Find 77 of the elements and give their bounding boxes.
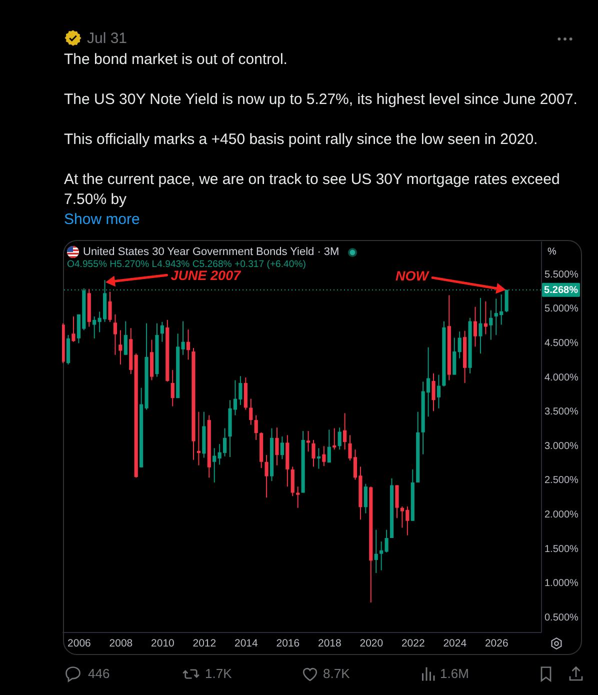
candlestick <box>160 321 164 342</box>
candlestick <box>327 429 331 464</box>
y-tick-label: 5.500% <box>544 269 579 280</box>
candlestick <box>458 331 462 359</box>
x-tick-label: 2016 <box>276 638 300 650</box>
x-tick-label: 2018 <box>318 638 342 650</box>
candlestick <box>316 448 321 470</box>
candlestick <box>380 540 384 571</box>
candlestick <box>264 454 268 498</box>
candlestick <box>395 484 399 519</box>
candlestick <box>478 297 482 354</box>
x-tick-label: 2020 <box>360 638 384 650</box>
candlestick <box>322 446 326 466</box>
candlestick <box>280 436 284 460</box>
y-tick-label: 2.500% <box>544 475 579 486</box>
chart-title: United States 30 Year Government Bonds Yield · 3M <box>83 246 340 258</box>
candlestick <box>275 427 279 466</box>
candlestick <box>196 411 201 466</box>
candlestick <box>452 337 456 376</box>
text: This officially marks a +450 basis point rally since the low seen in 2020. <box>64 130 539 150</box>
text: Show more <box>64 210 141 230</box>
candlestick <box>312 439 316 468</box>
y-tick-label: 3.500% <box>544 406 579 418</box>
text: The bond market is out of control. <box>64 50 288 70</box>
y-tick-label: 3.000% <box>544 440 579 452</box>
candlestick <box>436 374 441 409</box>
candlestick <box>170 369 174 407</box>
candlestick <box>296 486 300 508</box>
candlestick <box>181 320 185 356</box>
text: At the current pace, we are on track to see US 30Y mortgage rates exceed 7.50% by <box>64 170 561 210</box>
text: O4.955% H5.270% L4.943% C5.268% +0.317 (+6.40%) <box>67 259 306 270</box>
y-tick-label: 1.500% <box>544 544 579 555</box>
candlestick <box>124 320 128 356</box>
text: 446 <box>88 666 110 681</box>
text: The US 30Y Note Yield is now up to 5.27%, its highest level since June 2007. <box>64 90 578 110</box>
candlestick <box>290 466 294 497</box>
y-tick-label: 2.000% <box>544 510 579 521</box>
text: 1.6M <box>440 666 469 681</box>
y-tick-label: 0.500% <box>544 612 579 624</box>
y-tick-label: 4.500% <box>544 338 579 350</box>
annotation: JUNE 2007 <box>170 268 242 284</box>
x-tick-label: 2012 <box>192 638 216 650</box>
text: 1.7K <box>205 666 232 681</box>
y-tick-label: 1.000% <box>544 578 579 590</box>
candlestick <box>113 314 118 356</box>
x-tick-label: 2022 <box>401 638 425 650</box>
y-tick-label: 5.000% <box>544 304 579 315</box>
candlestick <box>72 316 76 342</box>
candlestick <box>489 310 493 340</box>
candlestick <box>108 291 112 322</box>
candlestick <box>374 529 378 574</box>
y-axis-title: % <box>548 246 556 258</box>
candlestick <box>254 414 258 440</box>
candlestick <box>364 483 368 514</box>
candlestick <box>92 316 96 339</box>
candlestick <box>473 306 478 348</box>
candlestick <box>338 427 342 450</box>
candlestick <box>343 412 347 450</box>
x-tick-label: 2006 <box>68 638 92 650</box>
candlestick <box>118 330 122 365</box>
candlestick <box>249 398 253 426</box>
candlestick <box>432 372 436 412</box>
candlestick <box>212 448 216 483</box>
annotation: NOW <box>396 268 430 284</box>
ref-line-label: 5.268% <box>544 284 578 296</box>
x-tick-label: 2024 <box>443 638 467 650</box>
x-tick-label: 2008 <box>109 638 133 650</box>
candlestick <box>332 428 336 450</box>
x-tick-label: 2014 <box>234 638 258 650</box>
candlestick <box>186 328 190 360</box>
y-tick-label: 4.000% <box>544 372 579 384</box>
candlestick <box>384 529 388 553</box>
candlestick <box>306 430 310 452</box>
text: Jul 31 <box>87 30 128 46</box>
x-tick-label: 2026 <box>484 638 508 650</box>
x-tick-label: 2010 <box>151 638 175 650</box>
text: 8.7K <box>323 666 350 681</box>
